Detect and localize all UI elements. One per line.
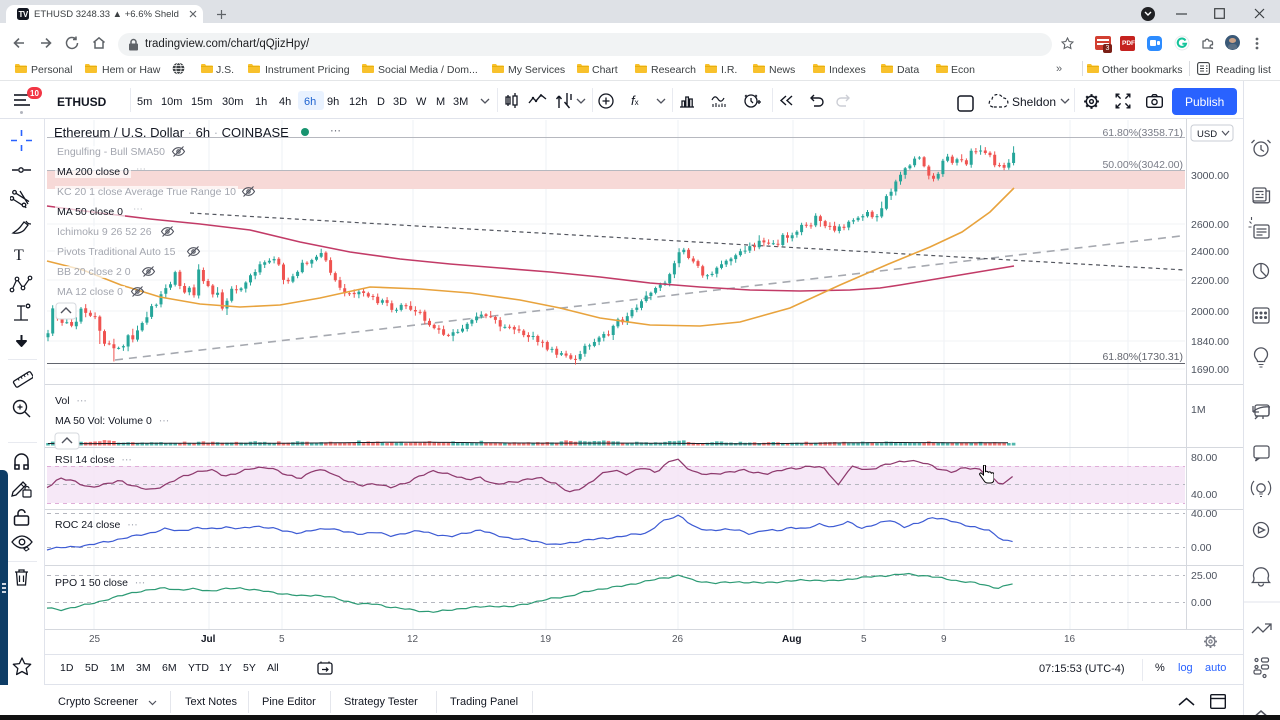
svg-text:0.00: 0.00 [1191, 597, 1212, 609]
svg-text:25.00: 25.00 [1191, 570, 1217, 582]
svg-text:80.00: 80.00 [1191, 452, 1217, 464]
svg-text:2200.00: 2200.00 [1191, 275, 1229, 287]
svg-text:1M: 1M [1191, 404, 1206, 416]
svg-text:1690.00: 1690.00 [1191, 364, 1229, 376]
svg-text:50.00%(3042.00): 50.00%(3042.00) [1102, 159, 1183, 171]
svg-text:0.00: 0.00 [1191, 542, 1212, 554]
svg-text:3000.00: 3000.00 [1191, 170, 1229, 182]
svg-text:61.80%(1730.31): 61.80%(1730.31) [1102, 351, 1183, 363]
svg-text:2600.00: 2600.00 [1191, 219, 1229, 231]
svg-text:61.80%(3358.71): 61.80%(3358.71) [1102, 127, 1183, 139]
svg-text:2000.00: 2000.00 [1191, 306, 1229, 318]
svg-text:1840.00: 1840.00 [1191, 336, 1229, 348]
svg-text:40.00: 40.00 [1191, 508, 1217, 520]
svg-text:2400.00: 2400.00 [1191, 246, 1229, 258]
svg-text:40.00: 40.00 [1191, 489, 1217, 501]
svg-text:USD: USD [1197, 129, 1217, 140]
